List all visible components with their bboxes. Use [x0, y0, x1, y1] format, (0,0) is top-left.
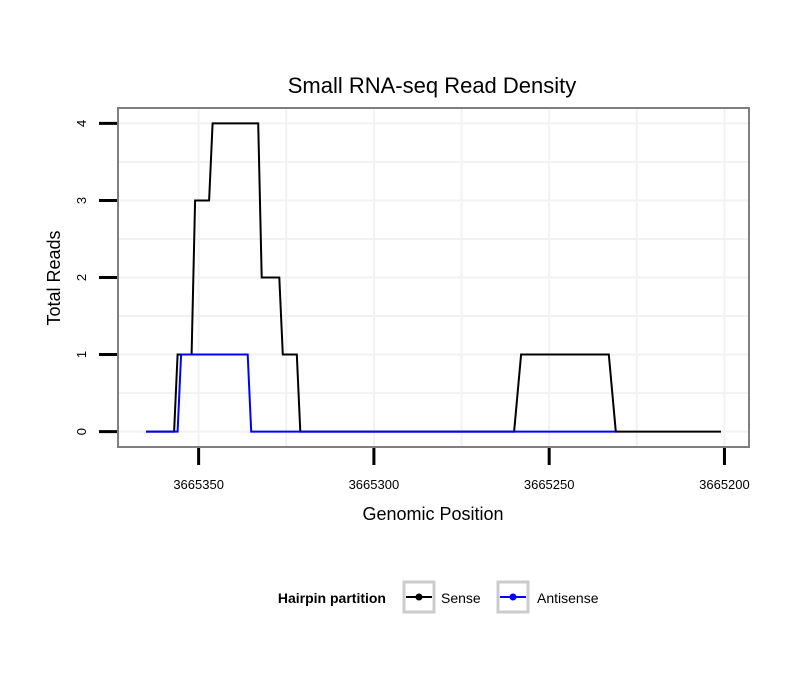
- grid: [118, 108, 749, 447]
- legend-label-antisense: Antisense: [537, 590, 599, 606]
- legend-marker-antisense: [509, 593, 517, 601]
- series-line-antisense: [146, 353, 616, 433]
- chart-title: Small RNA-seq Read Density: [288, 73, 577, 98]
- legend-title: Hairpin partition: [278, 590, 386, 606]
- x-axis-label: Genomic Position: [362, 504, 503, 524]
- y-tick-label: 3: [74, 197, 89, 204]
- y-tick-label: 1: [74, 351, 89, 358]
- x-tick-label: 3665350: [173, 477, 224, 492]
- y-axis-label: Total Reads: [44, 230, 64, 325]
- legend: Hairpin partition Sense Antisense: [278, 580, 599, 614]
- plot-border: [117, 107, 750, 448]
- x-tick-label: 3665250: [524, 477, 575, 492]
- x-axis: 3665350 3665300 3665250 3665200: [173, 448, 750, 492]
- series-line-sense: [146, 122, 721, 433]
- x-tick-label: 3665200: [699, 477, 750, 492]
- x-tick-label: 3665300: [349, 477, 400, 492]
- legend-key-antisense: [496, 580, 530, 614]
- y-tick-label: 0: [74, 428, 89, 435]
- y-axis: 0 1 2 3 4: [74, 120, 117, 435]
- legend-marker-sense: [415, 593, 423, 601]
- y-tick-label: 2: [74, 274, 89, 281]
- legend-label-sense: Sense: [441, 590, 481, 606]
- series-layer: [146, 122, 721, 433]
- y-tick-label: 4: [74, 120, 89, 127]
